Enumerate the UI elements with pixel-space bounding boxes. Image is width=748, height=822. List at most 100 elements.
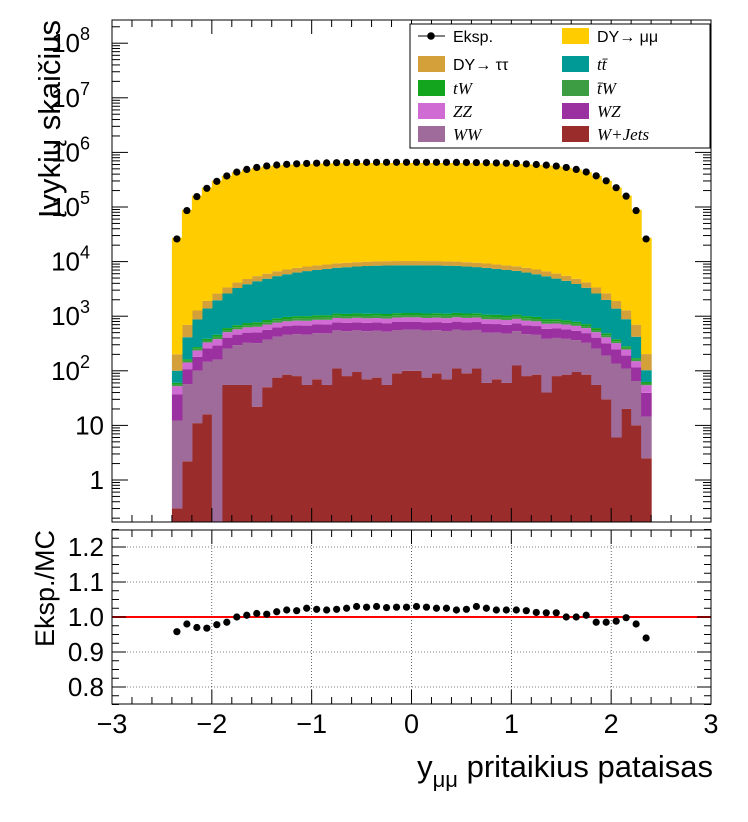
hist-bar	[371, 377, 383, 522]
tick-exponent: 2	[80, 352, 90, 372]
hist-bar	[251, 343, 263, 407]
ratio-point	[273, 608, 281, 616]
hist-bar	[611, 437, 622, 522]
ratio-point	[352, 602, 361, 611]
hist-bar	[611, 308, 622, 340]
hist-bar	[511, 365, 522, 522]
hist-bar	[311, 315, 323, 318]
hist-bar	[281, 334, 293, 375]
tick-base: 10	[51, 192, 80, 222]
hist-bar	[271, 377, 283, 522]
hist-bar	[421, 377, 433, 522]
legend-marker	[427, 32, 435, 40]
hist-bar	[261, 166, 273, 274]
hist-bar	[181, 384, 193, 462]
tick-exponent: 8	[80, 24, 90, 44]
ratio-point	[552, 609, 560, 617]
hist-bar	[361, 261, 373, 266]
hist-bar	[241, 327, 253, 333]
ratio-point	[562, 613, 570, 621]
hist-bar	[191, 423, 203, 522]
hist-bar	[381, 323, 393, 332]
hist-bar	[521, 316, 532, 319]
ratio-point	[542, 609, 550, 617]
hist-bar	[561, 320, 572, 323]
hist-bar	[561, 329, 572, 339]
hist-bar	[551, 278, 562, 320]
hist-bar	[311, 324, 323, 334]
legend-entry: tt̄	[562, 55, 609, 74]
hist-bar	[271, 165, 283, 272]
hist-bar	[601, 355, 612, 400]
hist-bar	[601, 399, 612, 522]
hist-bar	[361, 322, 373, 332]
hist-bar	[541, 321, 552, 324]
hist-bar	[181, 369, 193, 385]
data-point	[432, 158, 441, 166]
hist-bar	[451, 321, 463, 330]
tick-exponent: 5	[80, 188, 90, 208]
hist-bar	[421, 315, 433, 318]
hist-bar	[551, 376, 562, 522]
data-point	[372, 158, 381, 166]
hist-bar	[501, 324, 512, 334]
hist-bar	[391, 265, 403, 314]
hist-bar	[471, 267, 482, 314]
stack-layer	[171, 162, 652, 355]
hist-bar	[351, 372, 363, 522]
hist-bar	[251, 326, 263, 333]
hist-bar	[601, 335, 612, 338]
hist-bar	[441, 331, 453, 380]
hist-bar	[181, 461, 193, 522]
legend-entry: DY→ μμ	[562, 28, 658, 46]
hist-bar	[551, 328, 562, 338]
data-point	[313, 159, 321, 167]
hist-bar	[571, 278, 582, 284]
hist-bar	[611, 187, 622, 302]
legend-swatch	[562, 103, 589, 119]
hist-bar	[381, 261, 393, 266]
hist-bar	[611, 349, 622, 364]
hist-bar	[331, 267, 343, 314]
hist-bar	[311, 333, 323, 380]
hist-bar	[461, 322, 472, 331]
hist-bar	[311, 269, 323, 316]
hist-bar	[571, 340, 582, 373]
data-point	[253, 163, 261, 172]
hist-bar	[371, 265, 383, 314]
hist-bar	[641, 237, 652, 355]
hist-bar	[561, 374, 572, 522]
hist-bar	[611, 363, 622, 438]
hist-bar	[371, 315, 383, 319]
hist-bar	[191, 350, 203, 357]
hist-bar	[201, 340, 213, 343]
hist-bar	[601, 333, 612, 336]
hist-bar	[331, 330, 343, 369]
hist-bar	[491, 332, 502, 380]
hist-bar	[591, 287, 602, 294]
hist-bar	[361, 379, 373, 522]
ratio-point	[372, 602, 381, 611]
stacked-histogram	[171, 162, 652, 522]
hist-bar	[351, 262, 363, 267]
legend-label: tt̄	[597, 55, 609, 74]
hist-bar	[341, 318, 353, 323]
hist-bar	[411, 312, 423, 316]
ratio-point	[293, 607, 301, 615]
stack-layer	[171, 329, 652, 522]
data-point	[422, 158, 431, 166]
data-point	[273, 161, 281, 169]
hist-bar	[211, 339, 223, 346]
hist-bar	[581, 172, 592, 283]
hist-bar	[301, 163, 313, 267]
hist-bar	[241, 332, 253, 343]
hist-bar	[251, 406, 263, 522]
hist-bar	[541, 338, 552, 393]
hist-bar	[371, 313, 383, 316]
legend-swatch	[418, 103, 445, 119]
ratio-point	[622, 614, 630, 622]
hist-bar	[411, 321, 423, 330]
hist-bar	[391, 317, 403, 323]
hist-bar	[291, 318, 303, 321]
